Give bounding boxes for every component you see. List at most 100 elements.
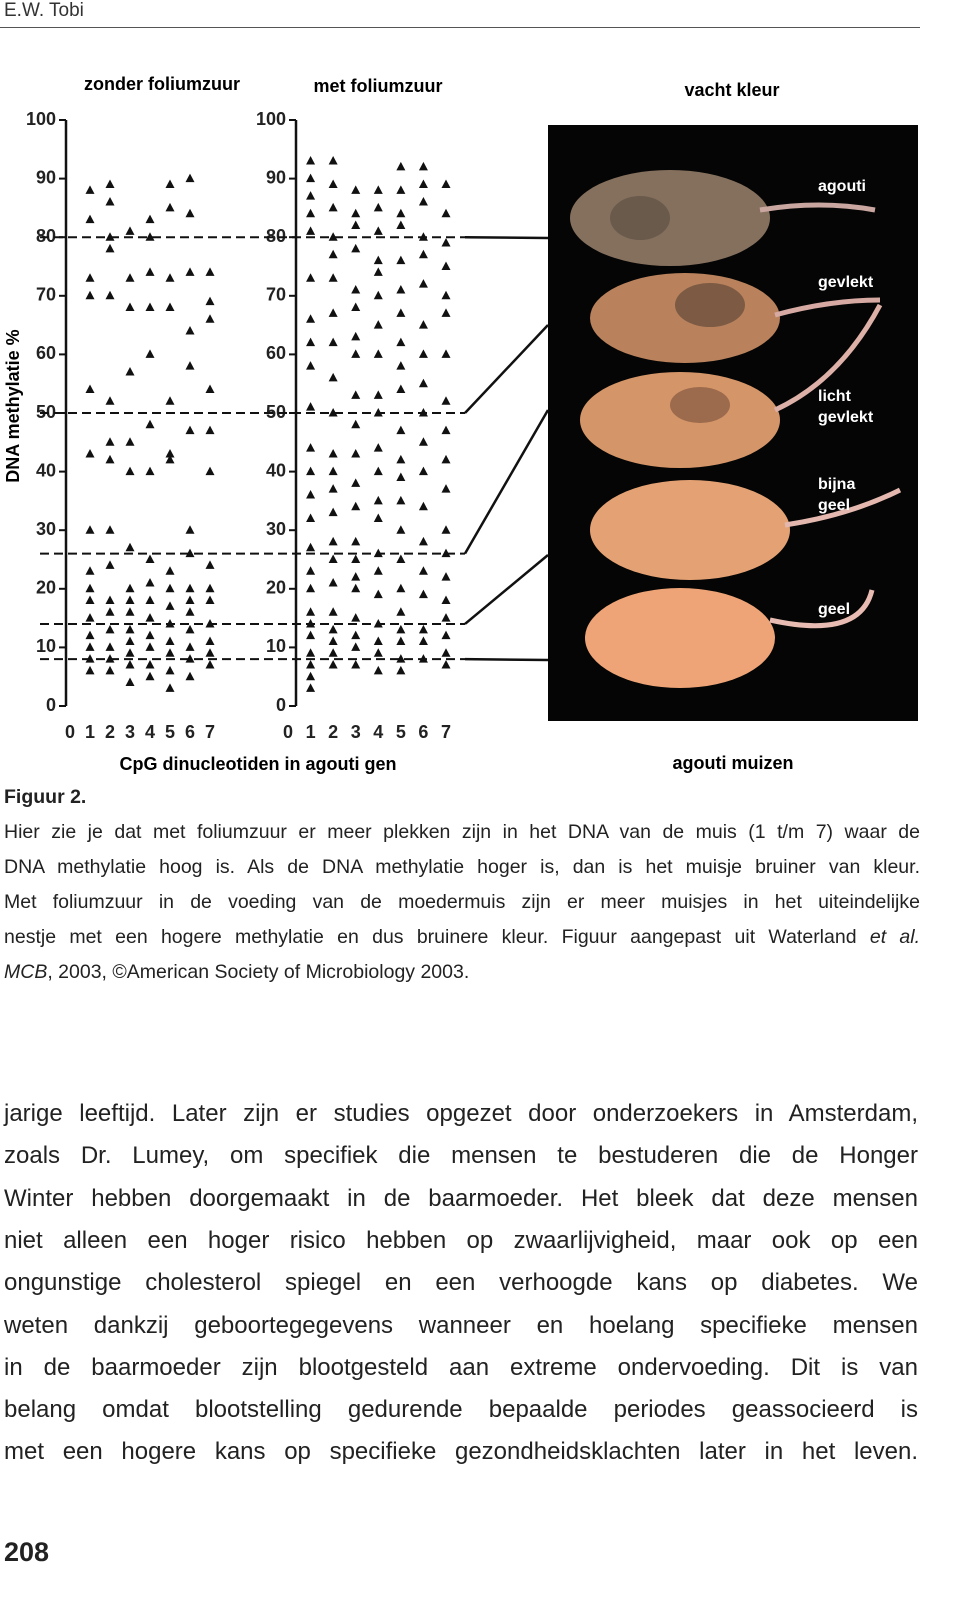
data-point	[396, 284, 406, 294]
x-axis-label: CpG dinucleotiden in agouti gen	[120, 754, 397, 774]
data-point	[351, 220, 361, 229]
data-point	[351, 185, 361, 194]
data-point	[125, 583, 135, 593]
y-tick-label: 100	[26, 109, 56, 129]
x-tick-label: 7	[205, 722, 215, 742]
data-point	[396, 554, 406, 563]
data-point	[441, 238, 451, 247]
data-point	[351, 642, 361, 651]
data-point	[165, 648, 175, 657]
data-point	[418, 536, 428, 546]
data-point	[373, 589, 383, 599]
data-point	[165, 601, 175, 610]
panel-title: met foliumzuur	[314, 76, 443, 96]
data-point	[145, 466, 155, 476]
panel-title: zonder foliumzuur	[84, 74, 240, 94]
y-tick-label: 40	[266, 460, 286, 480]
data-point	[205, 267, 215, 276]
data-point	[306, 683, 316, 692]
connector	[464, 324, 549, 414]
y-tick-label: 20	[36, 578, 56, 598]
data-point	[418, 566, 428, 575]
data-point	[441, 290, 451, 300]
text: Hier zie je dat met foliumzuur er meer p…	[4, 821, 920, 843]
y-tick-label: 50	[36, 402, 56, 422]
data-point	[205, 425, 215, 435]
data-point	[328, 337, 338, 347]
data-point	[85, 642, 95, 651]
photo-caption: agouti muizen	[673, 753, 794, 773]
data-point	[306, 191, 316, 200]
y-tick-label: 40	[36, 460, 56, 480]
caption-line: DNA methylatie hoog is. Als de DNA methy…	[4, 850, 920, 885]
y-tick-label: 60	[266, 343, 286, 363]
data-point	[396, 636, 406, 646]
data-point	[441, 613, 451, 622]
data-point	[105, 454, 115, 464]
page-number: 208	[4, 1537, 50, 1567]
data-point	[418, 349, 428, 358]
data-point	[145, 554, 155, 563]
data-point	[185, 624, 195, 634]
y-tick-label: 90	[266, 167, 286, 187]
body-line: in de baarmoeder zijn blootgesteld aan e…	[4, 1353, 918, 1381]
body-line: belang omdat blootstelling gedurende bep…	[4, 1396, 918, 1424]
data-point	[396, 525, 406, 534]
text: Met foliumzuur in de voeding van de moed…	[4, 891, 920, 913]
data-point	[373, 390, 383, 399]
data-point	[441, 525, 451, 534]
data-point	[306, 402, 316, 411]
photo-label: gevlekt	[818, 409, 874, 426]
data-point	[351, 208, 361, 218]
data-point	[145, 267, 155, 276]
body-line: zoals Dr. Lumey, om specifiek die mensen…	[4, 1142, 918, 1170]
data-point	[441, 630, 451, 640]
data-point	[125, 302, 135, 312]
data-point	[205, 560, 215, 569]
data-point	[85, 566, 95, 575]
x-tick-label: 3	[125, 722, 135, 742]
connector	[464, 235, 549, 240]
data-point	[441, 454, 451, 464]
y-tick-label: 90	[36, 167, 56, 187]
y-tick-label: 50	[266, 402, 286, 422]
caption-line: nestje met een hogere methylatie en dus …	[4, 920, 920, 955]
body-line: niet alleen een hoger risico hebben op z…	[4, 1226, 918, 1254]
y-tick-label: 10	[36, 636, 56, 656]
data-point	[373, 185, 383, 194]
data-point	[105, 665, 115, 675]
photo-label: geel	[818, 601, 850, 618]
data-point	[396, 654, 406, 663]
data-point	[351, 419, 361, 429]
data-point	[351, 583, 361, 593]
data-point	[328, 659, 338, 669]
data-point	[85, 613, 95, 622]
data-point	[396, 425, 406, 435]
photo-label: licht	[818, 388, 852, 405]
data-point	[328, 607, 338, 616]
data-point	[125, 273, 135, 282]
data-point	[351, 613, 361, 622]
data-point	[165, 665, 175, 675]
text-italic: MCB	[4, 961, 48, 983]
data-point	[306, 513, 316, 522]
text: , 2003, ©American Society of Microbiolog…	[47, 961, 470, 983]
data-point	[185, 607, 195, 616]
data-point	[306, 443, 316, 452]
data-point	[185, 595, 195, 605]
photo-title: vacht kleur	[684, 80, 779, 100]
data-point	[105, 642, 115, 651]
data-point	[105, 595, 115, 605]
data-point	[125, 466, 135, 476]
data-point	[306, 542, 316, 552]
data-point	[145, 595, 155, 605]
data-point	[306, 566, 316, 575]
header-rule	[0, 27, 920, 28]
y-tick-label: 0	[276, 695, 286, 715]
body-line: weten dankzij geboortegegevens wanneer e…	[4, 1311, 918, 1339]
data-point	[306, 607, 316, 616]
data-point	[373, 665, 383, 675]
data-point	[396, 161, 406, 171]
data-point	[396, 495, 406, 505]
